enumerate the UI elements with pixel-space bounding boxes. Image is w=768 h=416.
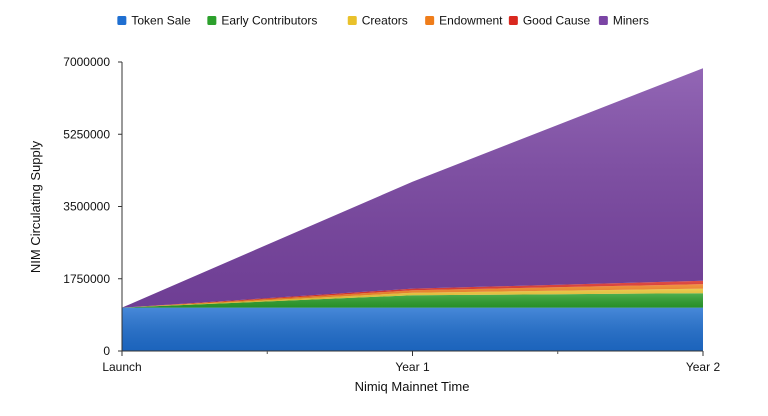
y-tick-label: 3500000 [63, 200, 110, 214]
legend-item-creators: Creators [347, 14, 408, 28]
area-shade-creators [122, 288, 703, 308]
legend-label: Endowment [439, 14, 503, 28]
legend-item-endowment: Endowment [425, 14, 503, 28]
legend-swatch [117, 16, 127, 25]
y-tick-label: 0 [103, 344, 110, 358]
y-tick-label: 1750000 [63, 272, 110, 286]
legend-item-token-sale: Token Sale [117, 14, 191, 28]
area-shade-early-contributors [122, 293, 703, 308]
area-shade-good-cause [122, 280, 703, 308]
x-axis-title: Nimiq Mainnet Time [355, 379, 470, 394]
legend-swatch [347, 16, 357, 25]
x-tick-label: Launch [102, 360, 141, 374]
legend-item-early-contributors: Early Contributors [207, 14, 317, 28]
legend: Token Sale Early Contributors Creators Endo… [117, 14, 649, 28]
x-tick-label: Year 1 [395, 360, 430, 374]
legend-swatch [425, 16, 435, 25]
y-tick-label: 5250000 [63, 127, 110, 141]
area-shade-miners [122, 68, 703, 308]
legend-item-miners: Miners [598, 14, 649, 28]
area-shade-endowment [122, 284, 703, 308]
y-axis-title: NIM Circulating Supply [28, 140, 43, 273]
legend-swatch [207, 16, 217, 25]
axes: 0 1750000 3500000 5250000 7000000 Launch Year … [63, 55, 720, 374]
legend-label: Miners [613, 14, 649, 28]
legend-swatch [508, 16, 518, 25]
y-tick-label: 7000000 [63, 55, 110, 69]
legend-label: Good Cause [523, 14, 591, 28]
area-layers [122, 68, 703, 351]
legend-label: Creators [362, 14, 408, 28]
legend-label: Early Contributors [221, 14, 317, 28]
x-tick-label: Year 2 [686, 360, 721, 374]
area-shade-token-sale [122, 307, 703, 351]
legend-swatch [598, 16, 608, 25]
legend-label: Token Sale [131, 14, 191, 28]
legend-item-good-cause: Good Cause [508, 14, 591, 28]
